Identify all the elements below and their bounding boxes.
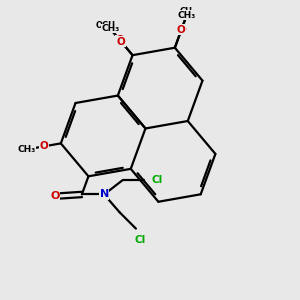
Text: O: O [117,37,126,47]
Text: O: O [177,25,186,34]
Text: Cl: Cl [135,235,146,245]
Text: O: O [39,141,48,152]
Text: CH₃: CH₃ [17,145,36,154]
Text: O: O [176,25,185,35]
Text: N: N [100,190,109,200]
Text: O: O [116,35,124,45]
Text: OCH₃: OCH₃ [96,21,119,30]
Text: CH₃: CH₃ [180,7,196,16]
Text: O: O [50,191,60,201]
Text: Cl: Cl [152,175,163,185]
Text: CH₃: CH₃ [101,24,119,33]
Text: CH₃: CH₃ [178,11,196,20]
